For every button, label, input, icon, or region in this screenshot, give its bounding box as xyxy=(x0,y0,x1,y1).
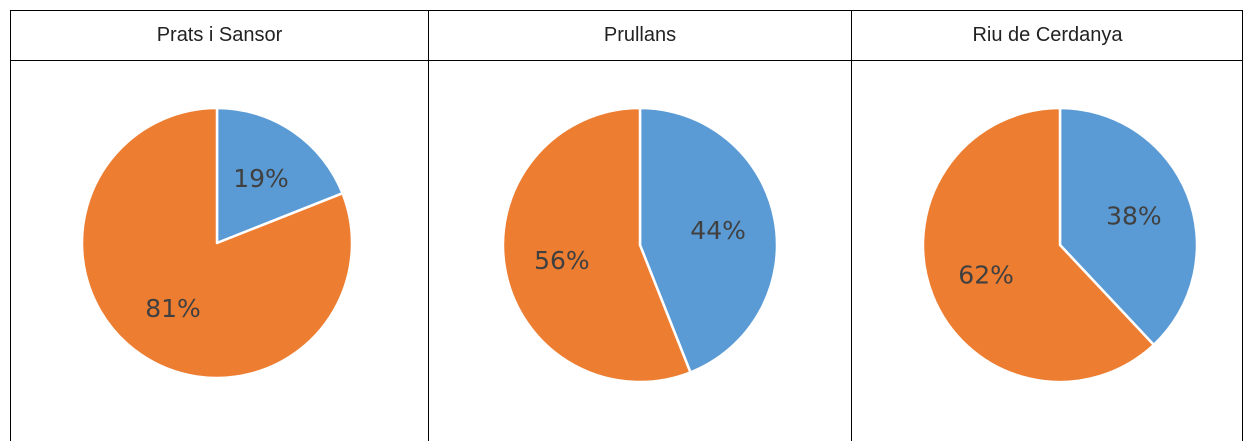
pie-slice-1-1 xyxy=(215,106,344,245)
pie-label-2-2: 56% xyxy=(534,246,590,275)
column-header-prats-i-sansor: Prats i Sansor xyxy=(156,24,283,46)
pie-slice-3-1 xyxy=(1058,106,1199,347)
column-header-prullans: Prullans xyxy=(603,24,677,46)
pie-label-1-2: 81% xyxy=(145,294,201,323)
pie-label-2-1: 44% xyxy=(690,216,746,245)
pie-slice-2-2 xyxy=(501,106,692,384)
pie-chart-1: 19% 81% xyxy=(80,106,354,380)
pie-comparison-table xyxy=(10,10,1243,441)
header-divider xyxy=(10,60,1243,61)
column-divider-2 xyxy=(851,10,852,441)
pie-slice-2-1 xyxy=(638,106,779,374)
pie-label-3-1: 38% xyxy=(1106,202,1162,231)
pie-chart-3: 38% 62% xyxy=(921,106,1199,384)
pie-label-1-1: 19% xyxy=(233,164,289,193)
pie-label-3-2: 62% xyxy=(958,260,1014,289)
pie-chart-2: 44% 56% xyxy=(501,106,779,384)
column-header-riu-de-cerdanya: Riu de Cerdanya xyxy=(972,24,1123,46)
column-divider-1 xyxy=(428,10,429,441)
pie-slice-3-2 xyxy=(921,106,1156,384)
pie-slice-1-2 xyxy=(80,106,354,380)
